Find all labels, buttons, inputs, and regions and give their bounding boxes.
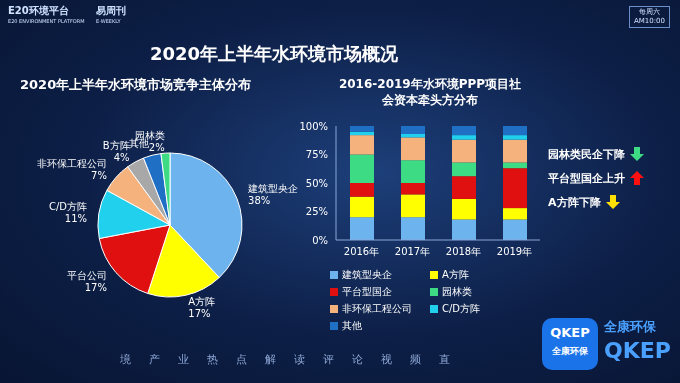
html-text:园林类民企下降: 园林类民企下降 bbox=[548, 147, 625, 161]
svg-text:0%: 0% bbox=[312, 235, 328, 246]
html-text:E-WEEKLY: E-WEEKLY bbox=[96, 18, 121, 24]
html-text:易周刊: 易周刊 bbox=[96, 5, 126, 16]
svg-text:2018年: 2018年 bbox=[446, 246, 481, 257]
svg-text:2016年: 2016年 bbox=[344, 246, 379, 257]
html-text:平台型国企上升: 平台型国企上升 bbox=[548, 171, 625, 185]
html-text:QKEP: QKEP bbox=[550, 325, 590, 340]
html-text:平台型国企: 平台型国企 bbox=[342, 286, 392, 297]
html-text:2020年上半年水环境市场概况: 2020年上半年水环境市场概况 bbox=[150, 43, 399, 64]
svg-text:75%: 75% bbox=[306, 149, 328, 160]
html-text:2020年上半年水环境市场竞争主体分布: 2020年上半年水环境市场竞争主体分布 bbox=[20, 77, 252, 92]
html-text:境产业热点解读评论视频直: 境产业热点解读评论视频直 bbox=[120, 353, 468, 366]
svg-text:C/D方阵11%: C/D方阵11% bbox=[49, 201, 87, 224]
html-text:建筑型央企: 建筑型央企 bbox=[342, 269, 392, 280]
html-text:AM10:00: AM10:00 bbox=[634, 17, 665, 25]
html-text:全康环保: 全康环保 bbox=[604, 319, 656, 334]
svg-text:2019年: 2019年 bbox=[497, 246, 532, 257]
svg-text:园林类2%: 园林类2% bbox=[135, 130, 165, 153]
svg-text:其他: 其他 bbox=[129, 137, 150, 149]
html-text:C/D方阵: C/D方阵 bbox=[442, 303, 481, 314]
html-text:E20 ENVIRONMENT PLATFORM: E20 ENVIRONMENT PLATFORM bbox=[8, 18, 85, 24]
html-text:其他: 其他 bbox=[342, 320, 362, 331]
html-text:2016-2019年水环境PPP项目社会资本牵头方分布: 2016-2019年水环境PPP项目社会资本牵头方分布 bbox=[338, 77, 522, 107]
svg-text:建筑型央企38%: 建筑型央企38% bbox=[247, 183, 298, 206]
html-text:QKEP: QKEP bbox=[604, 338, 671, 363]
html-text:A方阵下降: A方阵下降 bbox=[548, 195, 601, 209]
svg-text:100%: 100% bbox=[299, 121, 328, 132]
html-text:非环保工程公司: 非环保工程公司 bbox=[342, 303, 412, 314]
html-text:A方阵: A方阵 bbox=[442, 269, 469, 280]
svg-text:B方阵4%: B方阵4% bbox=[103, 140, 130, 163]
html-text:全康环保: 全康环保 bbox=[552, 346, 588, 356]
html-text:E20环境平台: E20环境平台 bbox=[8, 5, 69, 16]
svg-text:非环保工程公司7%: 非环保工程公司7% bbox=[37, 158, 107, 181]
svg-text:平台公司17%: 平台公司17% bbox=[67, 270, 107, 293]
html-text:每周六: 每周六 bbox=[639, 8, 660, 16]
svg-text:50%: 50% bbox=[306, 178, 328, 189]
svg-text:2017年: 2017年 bbox=[395, 246, 430, 257]
svg-text:A方阵17%: A方阵17% bbox=[188, 296, 215, 319]
svg-text:25%: 25% bbox=[306, 206, 328, 217]
html-text:园林类: 园林类 bbox=[442, 286, 472, 297]
